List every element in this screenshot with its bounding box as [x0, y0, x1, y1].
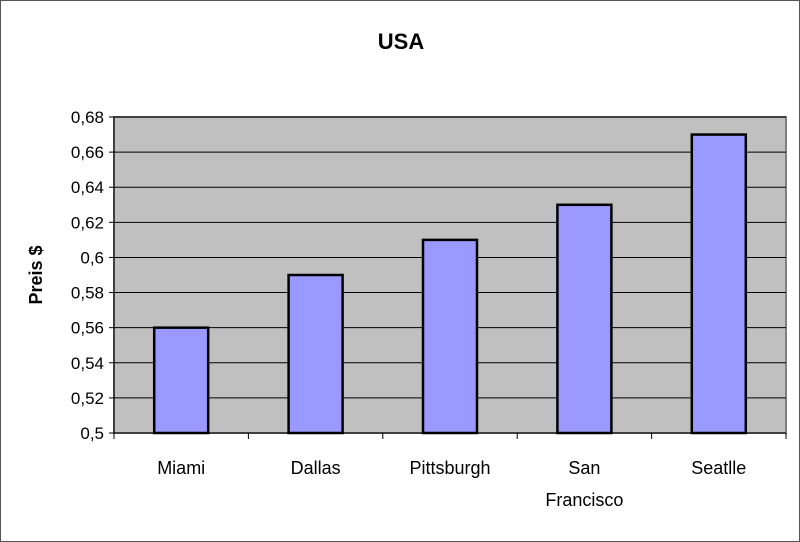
y-tick-label: 0,64	[71, 178, 104, 197]
y-axis-label: Preis $	[26, 245, 46, 304]
x-tick-label: San	[568, 458, 600, 478]
chart-title: USA	[378, 29, 425, 54]
plot-area: 0,5 0,52 0,54 0,56 0,58 0,6 0,62 0,64 0,66 0,68 Mi…	[71, 108, 787, 510]
y-tick-label: 0,56	[71, 319, 104, 338]
x-tick-label: Francisco	[545, 490, 623, 510]
y-tick-label: 0,58	[71, 284, 104, 303]
y-tick-label: 0,68	[71, 108, 104, 127]
x-tick-label: Miami	[157, 458, 205, 478]
x-tick-label: Dallas	[291, 458, 341, 478]
y-tick-label: 0,52	[71, 389, 104, 408]
y-tick-label: 0,62	[71, 213, 104, 232]
bar-dallas	[287, 273, 344, 435]
x-tick-label: Seatlle	[691, 458, 746, 478]
y-tick-label: 0,66	[71, 143, 104, 162]
y-tick-label: 0,54	[71, 354, 104, 373]
y-tick-label: 0,5	[80, 424, 104, 443]
bar-miami	[152, 326, 210, 435]
bar-san-francisco	[556, 203, 613, 435]
bar-pittsburgh	[421, 238, 479, 435]
bar-seatlle	[690, 133, 748, 435]
x-tick-label: Pittsburgh	[409, 458, 490, 478]
y-tick-label: 0,6	[80, 248, 104, 267]
